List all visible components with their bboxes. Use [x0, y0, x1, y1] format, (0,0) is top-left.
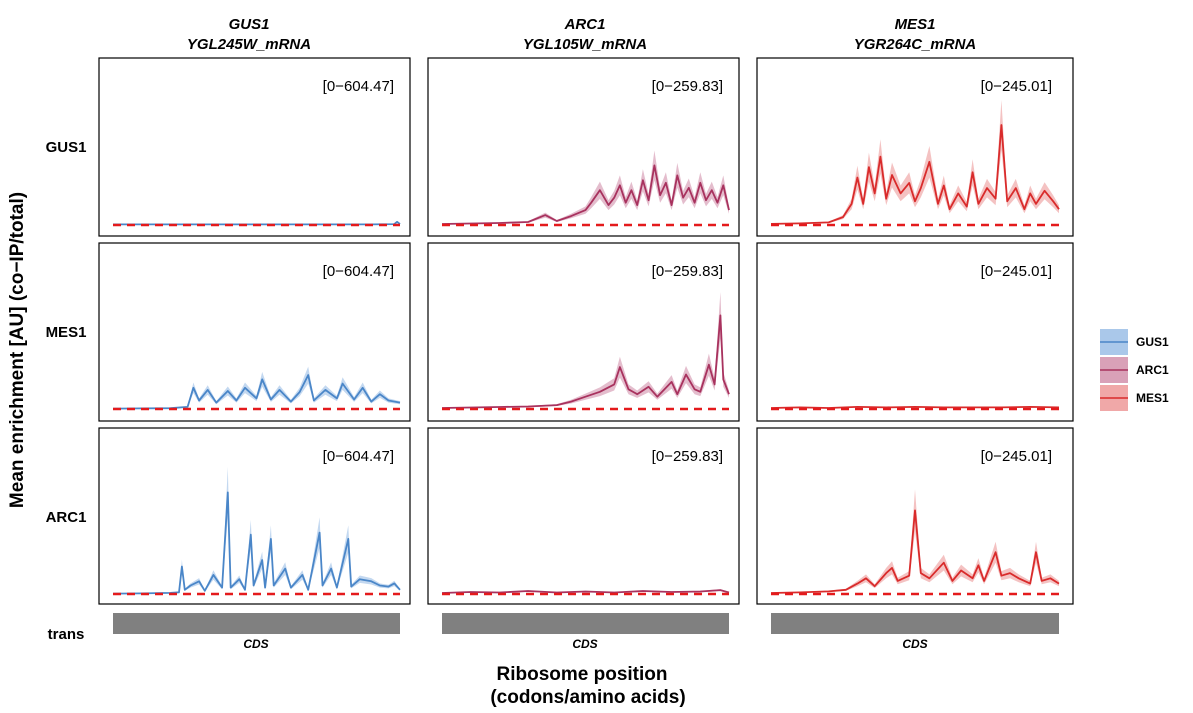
panel-range-label: [0−259.83]: [652, 448, 723, 465]
error-band: [771, 100, 1059, 225]
legend-item-arc1: ARC1: [1100, 357, 1169, 383]
panel-range-label: [0−604.47]: [323, 263, 394, 280]
panel-trace-gus1-mes1: [770, 100, 1060, 227]
panel-frame: [756, 242, 1074, 422]
panel-frame: [427, 57, 740, 237]
enrichment-line: [770, 124, 1060, 225]
row-labels: GUS1 MES1 ARC1 trans: [46, 139, 87, 643]
panel-range-label: [0−245.01]: [981, 78, 1052, 95]
legend: GUS1 ARC1 MES1: [1100, 329, 1169, 411]
enrichment-line: [112, 374, 401, 410]
legend-label-mes1: MES1: [1136, 391, 1169, 405]
x-axis-title-line2: (codons/amino acids): [490, 687, 685, 708]
panel-range-label: [0−259.83]: [652, 263, 723, 280]
error-band: [113, 366, 400, 409]
cds-label-mes1: CDS: [902, 637, 927, 651]
enrichment-line: [770, 509, 1060, 594]
panel-frame: [98, 57, 411, 237]
cds-track: CDS CDS CDS: [113, 613, 1059, 651]
panel-frame: [427, 242, 740, 422]
panel-r2-c2: [0−259.83]: [427, 242, 740, 422]
panel-range-label: [0−245.01]: [981, 448, 1052, 465]
panel-trace-arc1-mes1: [770, 489, 1060, 596]
column-titles: GUS1 YGL245W_mRNA ARC1 YGL105W_mRNA MES1…: [187, 16, 976, 53]
panel-r2-c3: [0−245.01]: [756, 242, 1074, 422]
cds-bar-gus1: [113, 613, 400, 634]
legend-label-arc1: ARC1: [1136, 363, 1169, 377]
col-title-arc1-protein: ARC1: [564, 16, 606, 33]
panel-r3-c2: [0−259.83]: [427, 427, 740, 605]
cds-label-gus1: CDS: [243, 637, 268, 651]
legend-item-gus1: GUS1: [1100, 329, 1169, 355]
panel-r1-c1: [0−604.47]: [98, 57, 411, 237]
y-axis-title: Mean enrichment [AU] (co−IP/total): [7, 192, 28, 508]
panel-range-label: [0−259.83]: [652, 78, 723, 95]
row-label-gus1: GUS1: [46, 139, 87, 156]
panel-trace-gus1-arc1: [441, 150, 730, 227]
panel-r1-c2: [0−259.83]: [427, 57, 740, 237]
panel-range-label: [0−604.47]: [323, 448, 394, 465]
col-title-gus1-mrna: YGL245W_mRNA: [187, 36, 311, 53]
legend-label-gus1: GUS1: [1136, 335, 1169, 349]
col-title-arc1-mrna: YGL105W_mRNA: [523, 36, 647, 53]
cds-bar-mes1: [771, 613, 1059, 634]
row-label-arc1: ARC1: [46, 509, 87, 526]
panel-trace-arc1-gus1: [112, 466, 401, 596]
col-title-mes1-protein: MES1: [895, 16, 936, 33]
panels: [0−604.47] [0−259.83] [0−245.01] [0−604.…: [98, 57, 1074, 605]
legend-item-mes1: MES1: [1100, 385, 1169, 411]
row-label-mes1: MES1: [46, 324, 87, 341]
panel-trace-mes1-gus1: [112, 366, 401, 411]
col-title-mes1-mrna: YGR264C_mRNA: [854, 36, 977, 53]
panel-frame: [427, 427, 740, 605]
data-layer: [112, 100, 1060, 596]
cds-label-arc1: CDS: [572, 637, 597, 651]
enrichment-line: [441, 164, 730, 225]
col-title-gus1-protein: GUS1: [229, 16, 270, 33]
panel-r3-c1: [0−604.47]: [98, 427, 411, 605]
panel-trace-mes1-mes1: [770, 405, 1060, 411]
enrichment-line: [112, 491, 401, 595]
enrichment-line: [441, 589, 730, 594]
row-label-trans: trans: [48, 626, 85, 643]
enrichment-line: [441, 314, 730, 409]
panel-trace-arc1-arc1: [441, 589, 730, 596]
panel-trace-gus1-gus1: [113, 220, 401, 227]
cds-bar-arc1: [442, 613, 729, 634]
panel-frame: [98, 427, 411, 605]
panel-trace-mes1-arc1: [441, 292, 730, 411]
panel-range-label: [0−604.47]: [323, 78, 394, 95]
x-axis-title-line1: Ribosome position: [497, 664, 668, 685]
panel-range-label: [0−245.01]: [981, 263, 1052, 280]
